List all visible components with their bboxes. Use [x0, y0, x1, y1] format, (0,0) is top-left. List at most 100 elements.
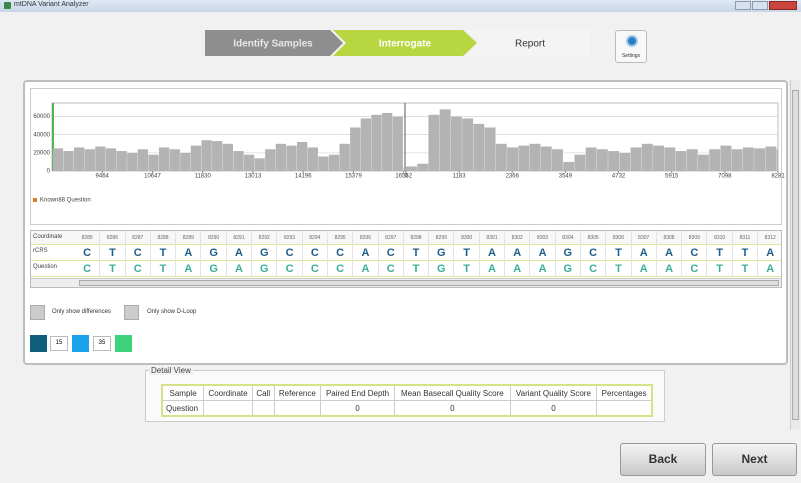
data-row: Question 0 0 0: [161, 400, 653, 417]
coordinate: 8305: [581, 231, 607, 245]
header-cell: Sample: [161, 384, 205, 401]
coverage-bar: [641, 143, 653, 171]
base: C: [303, 261, 328, 277]
x-tick-label: 4732: [612, 174, 626, 180]
next-button[interactable]: Next: [712, 443, 797, 476]
color-swatch[interactable]: [115, 335, 132, 352]
header-cell: Reference: [273, 384, 322, 401]
coverage-bar: [243, 154, 255, 171]
coverage-bar: [484, 127, 496, 171]
base: C: [303, 245, 328, 261]
settings-button[interactable]: Settings: [615, 30, 647, 63]
coordinate: 8285: [75, 231, 101, 245]
coverage-bar: [297, 141, 308, 171]
row-bg: [31, 231, 781, 245]
cell: [273, 400, 322, 417]
x-tick-label: 5915: [665, 174, 679, 180]
coverage-bar: [254, 158, 265, 171]
coverage-bar: [742, 147, 754, 171]
checkbox[interactable]: [30, 305, 45, 320]
coordinate: 8286: [100, 231, 126, 245]
coverage-bar: [720, 145, 732, 171]
checkbox[interactable]: [124, 305, 139, 320]
coverage-bar: [417, 163, 429, 171]
step-label[interactable]: Interrogate: [379, 39, 432, 50]
header-cell: Mean Basecall Quality Score: [394, 384, 511, 401]
base: A: [657, 261, 683, 277]
base: C: [379, 245, 404, 261]
base: A: [227, 245, 253, 261]
coordinate: 8311: [733, 231, 759, 245]
base: C: [75, 261, 101, 277]
base: T: [404, 261, 430, 277]
base: T: [100, 261, 126, 277]
scroll-thumb[interactable]: [792, 90, 799, 420]
coverage-bar: [328, 154, 340, 171]
coverage-bar: [428, 114, 440, 171]
maximize[interactable]: [752, 1, 768, 10]
back-button[interactable]: Back: [620, 443, 706, 476]
x-tick-label: 13013: [245, 174, 262, 180]
minimize[interactable]: [735, 1, 751, 10]
coordinate: 8296: [353, 231, 379, 245]
cell: [251, 400, 275, 417]
header-cell: Coordinate: [203, 384, 253, 401]
coverage-bar: [439, 109, 451, 171]
base: A: [758, 261, 781, 277]
close[interactable]: [769, 1, 797, 10]
color-swatch[interactable]: [30, 335, 47, 352]
row-label: Coordinate: [33, 234, 63, 240]
x-tick-label: 14196: [295, 174, 312, 180]
scroll-thumb[interactable]: [79, 280, 779, 286]
color-swatch[interactable]: [72, 335, 89, 352]
detail-table: Sample Coordinate Call Reference Paired End …: [161, 384, 653, 417]
base: G: [429, 245, 455, 261]
coverage-bar: [473, 123, 485, 171]
coverage-bar: [540, 146, 552, 171]
base: G: [252, 245, 278, 261]
base: A: [353, 261, 379, 277]
coordinate: 8308: [657, 231, 683, 245]
base: T: [606, 261, 632, 277]
coverage-bar: [318, 156, 329, 171]
base: G: [202, 245, 227, 261]
coordinate: 8310: [708, 231, 733, 245]
base: T: [100, 245, 126, 261]
v-scrollbar[interactable]: [790, 80, 800, 430]
base: A: [353, 245, 379, 261]
header-cell: Percentages: [596, 384, 653, 401]
x-tick-label: 7098: [718, 174, 732, 180]
x-tick-label: 10647: [144, 174, 161, 180]
base: C: [277, 245, 303, 261]
base: T: [733, 261, 759, 277]
row-bg: [31, 261, 781, 277]
coverage-bar: [551, 149, 563, 171]
coverage-bar: [381, 112, 393, 171]
base: T: [151, 245, 177, 261]
coordinate: 8299: [429, 231, 455, 245]
h-scrollbar[interactable]: [31, 278, 781, 287]
base: A: [530, 261, 556, 277]
base: A: [227, 261, 253, 277]
step-label[interactable]: Report: [515, 39, 545, 50]
coverage-bar: [403, 167, 404, 171]
row-label: rCRS: [33, 248, 48, 254]
base: T: [404, 245, 430, 261]
x-tick-label: 8281: [771, 174, 785, 180]
coverage-bar: [731, 149, 743, 171]
base: G: [556, 261, 581, 277]
x-tick-label: 0: [404, 174, 408, 180]
coverage-bar: [74, 147, 85, 171]
threshold-input[interactable]: 15: [50, 336, 68, 351]
coverage-bar: [95, 146, 106, 171]
coordinate: 8294: [303, 231, 328, 245]
coverage-bar: [233, 151, 244, 171]
coordinate: 8288: [151, 231, 177, 245]
threshold-input[interactable]: 35: [93, 336, 111, 351]
y-tick-label: 0: [47, 169, 51, 175]
coverage-bar: [360, 118, 372, 171]
coverage-bar: [350, 127, 361, 171]
coverage-bar: [84, 149, 95, 171]
step-label[interactable]: Identify Samples: [233, 39, 313, 50]
coverage-bar: [286, 145, 297, 171]
